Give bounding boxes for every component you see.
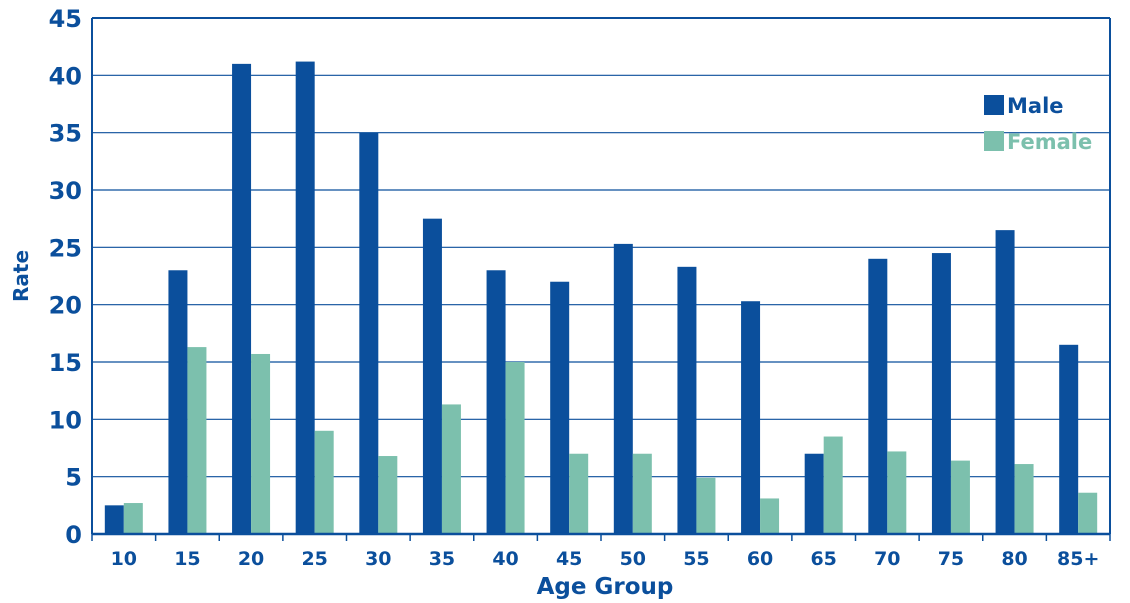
y-tick-label-30: 30 <box>49 177 82 205</box>
bar-female-20 <box>251 353 271 534</box>
x-tick-label-25: 25 <box>301 548 327 570</box>
y-axis-title: Rate <box>9 250 33 302</box>
bars <box>104 61 1098 535</box>
bar-male-25 <box>295 61 315 534</box>
bar-female-40 <box>505 362 525 534</box>
bar-male-70 <box>868 258 888 534</box>
y-tick-label-10: 10 <box>49 406 82 434</box>
x-tick-label-65: 65 <box>810 548 836 570</box>
bar-male-85plus <box>1059 344 1079 534</box>
bar-male-45 <box>550 281 570 534</box>
bar-female-55 <box>696 477 716 534</box>
x-tick-label-75: 75 <box>938 548 964 570</box>
bar-female-60 <box>760 498 780 534</box>
bar-male-30 <box>359 132 379 534</box>
bar-female-85plus <box>1078 492 1098 534</box>
legend: Male Female <box>984 94 1092 154</box>
bar-male-75 <box>931 253 951 535</box>
x-tick-label-30: 30 <box>365 548 391 570</box>
bar-male-35 <box>422 218 442 534</box>
bar-male-40 <box>486 270 506 534</box>
legend-swatch-male <box>984 95 1004 115</box>
x-tick-label-10: 10 <box>111 548 137 570</box>
y-tick-label-35: 35 <box>49 120 82 148</box>
bar-female-45 <box>569 453 589 534</box>
x-tick-label-85plus: 85+ <box>1057 548 1099 570</box>
bar-female-80 <box>1014 464 1034 534</box>
x-tick-label-60: 60 <box>747 548 773 570</box>
x-tick-label-45: 45 <box>556 548 582 570</box>
y-tick-label-0: 0 <box>65 521 82 549</box>
y-tick-label-15: 15 <box>49 349 82 377</box>
y-tick-label-25: 25 <box>49 234 82 262</box>
y-tick-label-20: 20 <box>49 292 82 320</box>
bar-male-15 <box>168 270 188 534</box>
bar-male-80 <box>995 230 1015 534</box>
bar-female-50 <box>632 453 652 534</box>
x-tick-label-50: 50 <box>620 548 646 570</box>
bar-female-65 <box>823 436 843 534</box>
y-tick-label-5: 5 <box>65 464 82 492</box>
bar-female-25 <box>314 430 334 534</box>
bar-male-55 <box>677 266 697 534</box>
x-tick-label-15: 15 <box>174 548 200 570</box>
x-axis-title: Age Group <box>537 574 674 600</box>
bar-male-65 <box>804 453 824 534</box>
x-tick-label-35: 35 <box>429 548 455 570</box>
bar-male-10 <box>104 505 124 534</box>
x-tick-label-20: 20 <box>238 548 264 570</box>
x-tick-label-70: 70 <box>874 548 900 570</box>
axes <box>91 17 1111 541</box>
bar-female-35 <box>441 404 461 534</box>
bar-female-30 <box>378 456 398 534</box>
bar-female-15 <box>187 347 207 534</box>
y-tick-label-40: 40 <box>49 62 82 90</box>
bar-female-10 <box>123 503 143 534</box>
x-tick-label-40: 40 <box>492 548 518 570</box>
bar-male-20 <box>232 63 252 534</box>
bar-female-70 <box>887 451 907 534</box>
legend-label-male: Male <box>1007 94 1064 118</box>
bar-female-75 <box>950 460 970 534</box>
bar-male-60 <box>741 301 761 534</box>
legend-label-female: Female <box>1007 130 1092 154</box>
legend-swatch-female <box>984 131 1004 151</box>
x-tick-label-80: 80 <box>1001 548 1027 570</box>
x-tick-label-55: 55 <box>683 548 709 570</box>
y-tick-label-45: 45 <box>49 5 82 33</box>
bar-male-50 <box>613 243 633 535</box>
y-tick-labels: 0 5 10 15 20 25 30 35 40 45 <box>49 5 82 549</box>
x-tick-labels: 10 15 20 25 30 35 40 45 50 55 60 65 70 75 80 85+ <box>111 548 1100 570</box>
